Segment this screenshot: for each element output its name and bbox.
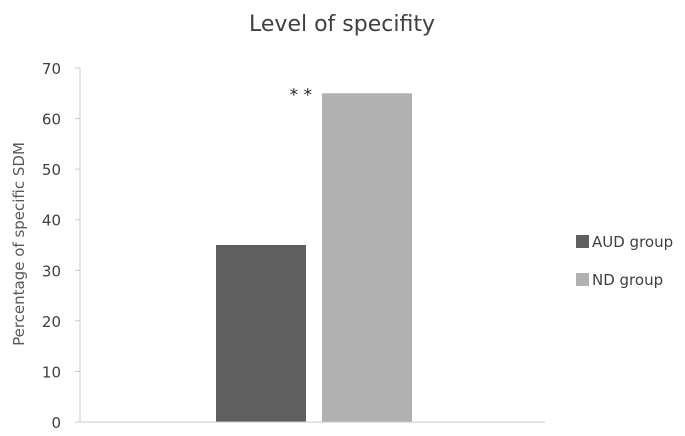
legend-swatch	[576, 235, 589, 248]
legend-label: ND group	[592, 271, 663, 289]
y-tick-label: 20	[42, 313, 61, 331]
y-axis-ticks: 0 10 20 30 40 50 60 70	[42, 60, 80, 432]
bar-nd-group	[322, 93, 412, 423]
significance-annotation: * *	[290, 85, 312, 105]
legend-swatch	[576, 273, 589, 286]
y-tick-label: 0	[51, 414, 61, 432]
chart-title: Level of specifity	[249, 12, 435, 37]
y-axis-label: Percentage of specific SDM	[10, 142, 28, 346]
bar-aud-group	[216, 245, 306, 422]
legend-label: AUD group	[592, 233, 673, 251]
y-tick-label: 10	[42, 363, 61, 381]
y-tick-label: 30	[42, 262, 61, 280]
bars	[216, 93, 412, 423]
legend: AUD group ND group	[576, 233, 673, 289]
y-tick-label: 60	[42, 111, 61, 129]
y-tick-label: 50	[42, 161, 61, 179]
y-tick-label: 70	[42, 60, 61, 78]
annotations: * *	[290, 85, 312, 105]
y-tick-label: 40	[42, 212, 61, 230]
